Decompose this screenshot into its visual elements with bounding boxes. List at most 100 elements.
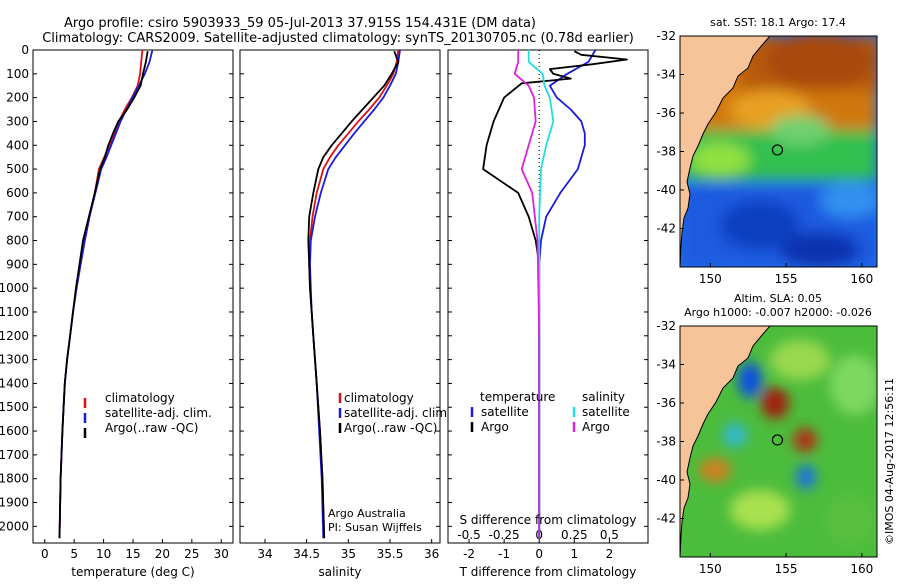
depth-tick-label: 1600	[0, 424, 29, 438]
x-tick-label: -2	[463, 547, 475, 561]
sla-profile-marker	[771, 434, 784, 446]
depth-tick-label: 1300	[0, 353, 29, 367]
depth-tick-label: 1500	[0, 400, 29, 414]
s-difference-tick-label: 0.5	[600, 528, 619, 542]
depth-tick-label: 1400	[0, 376, 29, 390]
map-lat-label: -42	[656, 222, 676, 236]
map-lat-label: -40	[656, 183, 676, 197]
map-lon-label: 150	[699, 272, 722, 286]
depth-tick-label: 1200	[0, 329, 29, 343]
legend-label-argo: Argo(..raw -QC)	[105, 421, 198, 435]
sst-land	[680, 36, 771, 267]
map-lon-label: 160	[850, 272, 873, 286]
depth-tick-label: 100	[6, 67, 29, 81]
legend-label-climatology: climatology	[105, 391, 175, 405]
s-difference-tick-label: -0.5	[457, 528, 480, 542]
x-tick-label: 10	[96, 547, 111, 561]
x-tick-label: 34	[257, 547, 272, 561]
x-tick-label: 36	[424, 547, 439, 561]
sla-map-title: Altim. SLA: 0.05	[734, 292, 822, 305]
sla-map: Altim. SLA: 0.05 Argo h1000: -0.007 h200…	[656, 292, 878, 576]
salinity-plot-frame	[239, 49, 441, 544]
annotation-pi: PI: Susan Wijffels	[328, 521, 422, 534]
temperature-panel: 0100200300400500600700800900100011001200…	[0, 43, 234, 579]
sst-map-title: sat. SST: 18.1 Argo: 17.4	[710, 16, 846, 29]
legend-label-argo: Argo(..raw -QC)	[344, 421, 437, 435]
x-tick-label: -1	[498, 547, 510, 561]
map-lon-label: 150	[699, 562, 722, 576]
map-lat-label: -42	[656, 512, 676, 526]
sla-land	[680, 326, 771, 557]
x-tick-label: 30	[214, 547, 229, 561]
depth-tick-label: 1000	[0, 281, 29, 295]
depth-tick-label: 200	[6, 91, 29, 105]
depth-tick-label: 500	[6, 162, 29, 176]
map-lat-label: -32	[656, 29, 676, 43]
map-lat-label: -36	[656, 396, 676, 410]
map-lat-label: -36	[656, 106, 676, 120]
sst-map: sat. SST: 18.1 Argo: 17.4	[656, 16, 878, 286]
sla-map-subtitle: Argo h1000: -0.007 h2000: -0.026	[684, 306, 872, 319]
map-lat-label: -32	[656, 319, 676, 333]
x-tick-label: 2	[606, 547, 614, 561]
series-line-s-argo	[513, 50, 541, 539]
legend-label-satellite: satellite-adj. clim.	[344, 406, 451, 420]
credit-timestamp: ©IMOS 04-Aug-2017 12:56:11	[883, 378, 896, 545]
temperature-plot-frame	[32, 49, 234, 544]
s-difference-tick-label: -0.25	[489, 528, 520, 542]
difference-legend: temperature salinity satellite Argo sate…	[470, 390, 630, 434]
series-line-argo-raw-qc-	[58, 51, 149, 539]
depth-tick-label: 300	[6, 114, 29, 128]
legend-label-s-satellite: satellite	[582, 405, 630, 419]
depth-tick-label: 1700	[0, 448, 29, 462]
x-tick-label: 15	[125, 547, 140, 561]
depth-tick-label: 800	[6, 234, 29, 248]
legend-label-s-argo: Argo	[582, 420, 610, 434]
salinity-panel: 34 34.5 35 35.5 36 salinity climatology sate…	[239, 49, 451, 579]
title-line-2: Climatology: CARS2009. Satellite-adjuste…	[42, 31, 634, 46]
temperature-x-label: temperature (deg C)	[71, 565, 194, 579]
s-difference-label: S difference from climatology	[460, 513, 637, 527]
series-line-argo-raw-qc-	[307, 50, 400, 539]
x-tick-label: 1	[570, 547, 578, 561]
legend-label-climatology: climatology	[344, 391, 414, 405]
depth-tick-label: 600	[6, 186, 29, 200]
depth-tick-label: 1100	[0, 305, 29, 319]
sla-field	[699, 340, 877, 545]
x-tick-label: 20	[155, 547, 170, 561]
map-lon-label: 155	[775, 272, 798, 286]
map-lon-label: 160	[850, 562, 873, 576]
x-tick-label: 35	[341, 547, 356, 561]
depth-tick-label: 2000	[0, 519, 29, 533]
depth-tick-label: 1900	[0, 496, 29, 510]
x-tick-label: 5	[70, 547, 78, 561]
x-tick-label: 34.5	[293, 547, 320, 561]
difference-plot-frame	[447, 49, 649, 544]
x-tick-label: 0	[535, 547, 543, 561]
depth-tick-label: 700	[6, 210, 29, 224]
s-difference-tick-label: 0.25	[561, 528, 588, 542]
difference-panel: -2 -1 0 1 2 -0.5 -0.25 0 0.25 0.5 T difference f…	[447, 49, 649, 579]
t-difference-x-label: T difference from climatology	[459, 565, 637, 579]
depth-tick-label: 1800	[0, 472, 29, 486]
map-lat-label: -38	[656, 145, 676, 159]
x-tick-label: 35.5	[377, 547, 404, 561]
depth-tick-label: 900	[6, 257, 29, 271]
map-lat-label: -34	[656, 68, 676, 82]
legend-label-satellite: satellite-adj. clim.	[105, 406, 212, 420]
map-lat-label: -38	[656, 435, 676, 449]
title-line-1: Argo profile: csiro 5903933_59 05-Jul-20…	[64, 16, 536, 31]
x-tick-label: 0	[41, 547, 49, 561]
legend-label-t-satellite: satellite	[481, 405, 529, 419]
sst-profile-marker	[771, 144, 784, 156]
salinity-legend: climatology satellite-adj. clim. Argo(..…	[338, 391, 451, 435]
temperature-legend: climatology satellite-adj. clim. Argo(..…	[83, 391, 212, 438]
annotation-argo-australia: Argo Australia	[328, 507, 406, 520]
legend-header-temperature: temperature	[480, 390, 555, 404]
legend-label-t-argo: Argo	[481, 420, 509, 434]
x-tick-label: 25	[184, 547, 199, 561]
map-lat-label: -34	[656, 358, 676, 372]
depth-tick-label: 0	[21, 43, 29, 57]
